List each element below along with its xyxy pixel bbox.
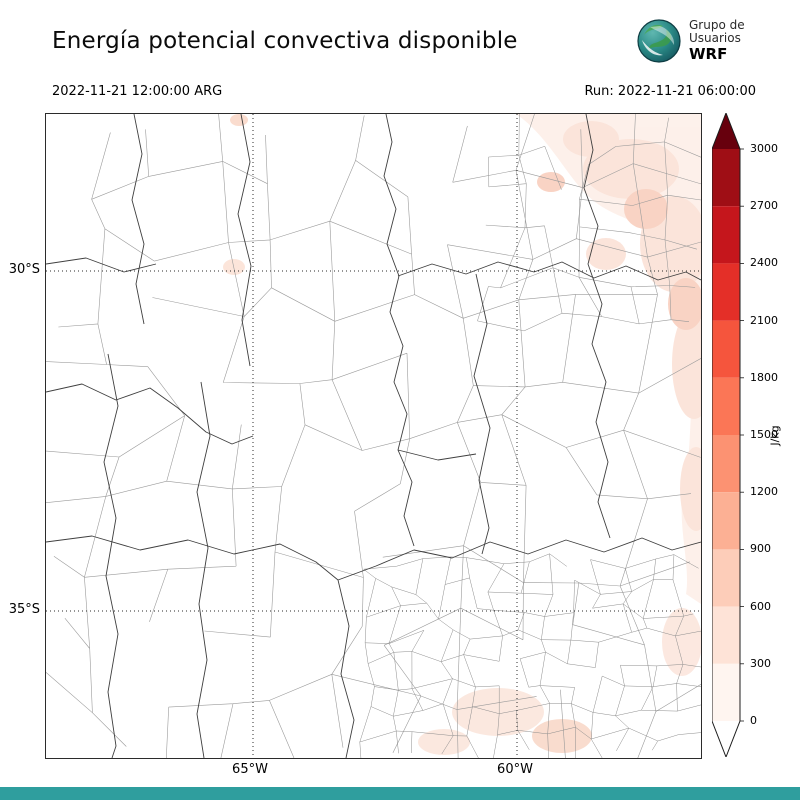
colorbar-segment <box>712 320 740 378</box>
cape-shading-blob <box>672 309 701 419</box>
page-title: Energía potencial convectiva disponible <box>52 28 518 54</box>
wrf-logo-text: Grupo de Usuarios WRF <box>689 17 745 64</box>
province-border <box>196 381 211 758</box>
logo-line-2: Usuarios <box>689 31 741 46</box>
colorbar-tick-label: 3000 <box>750 142 778 155</box>
run-time-label: Run: 2022-11-21 06:00:00 <box>584 84 756 99</box>
department-boundaries-mesh <box>477 114 701 332</box>
wrf-globe-icon <box>637 19 681 63</box>
cape-shading-blob <box>532 719 592 753</box>
y-tick-35s: 35°S <box>8 602 40 617</box>
graticule <box>46 114 701 758</box>
colorbar-segment <box>712 263 740 321</box>
colorbar-unit-label: J/kg <box>768 424 782 446</box>
province-border <box>397 449 477 461</box>
colorbar-tick-label: 1500 <box>750 428 778 441</box>
colorbar-unit-wrap: J/kg <box>750 405 800 465</box>
cape-shading <box>223 114 701 755</box>
valid-time-label: 2022-11-21 12:00:00 ARG <box>52 84 223 99</box>
colorbar-segment <box>712 377 740 435</box>
y-tick-30s: 30°S <box>8 262 40 277</box>
logo-line-3: WRF <box>689 45 728 64</box>
cape-shading-blob <box>680 447 701 531</box>
colorbar-tick-label: 900 <box>750 542 771 555</box>
colorbar-segment <box>712 492 740 550</box>
province-border <box>237 114 252 367</box>
colorbar-tick-label: 1800 <box>750 371 778 384</box>
province-border <box>46 383 254 445</box>
province-border <box>337 579 355 758</box>
colorbar-tick-label: 600 <box>750 600 771 613</box>
colorbar-under-arrow <box>712 721 740 757</box>
province-border <box>473 273 491 555</box>
colorbar-segment <box>712 606 740 664</box>
province-border <box>46 535 339 581</box>
colorbar <box>711 111 746 759</box>
colorbar-tick-label: 2100 <box>750 314 778 327</box>
department-boundaries-mesh <box>359 553 701 758</box>
wrf-logo: Grupo de Usuarios WRF <box>636 18 745 64</box>
x-tick-60w: 60°W <box>497 762 533 777</box>
province-border <box>103 353 119 758</box>
province-border <box>131 114 145 325</box>
footer-accent-bar <box>0 787 800 800</box>
colorbar-segment <box>712 663 740 721</box>
province-border <box>383 114 415 547</box>
cape-shading-blob <box>662 608 701 676</box>
province-borders <box>46 114 701 758</box>
colorbar-segment <box>712 206 740 264</box>
province-border <box>46 257 157 273</box>
x-tick-65w: 65°W <box>232 762 268 777</box>
colorbar-tick-label: 300 <box>750 657 771 670</box>
colorbar-tick-label: 2700 <box>750 199 778 212</box>
colorbar-segment <box>712 435 740 493</box>
cape-shading-blob <box>668 278 701 330</box>
colorbar-tickmarks <box>740 148 744 722</box>
colorbar-segment <box>712 149 740 207</box>
cape-shading-blob <box>418 729 470 755</box>
map-panel <box>45 113 702 759</box>
province-border <box>337 537 701 581</box>
cape-shading-blob <box>230 114 248 126</box>
cape-shading-blob <box>452 688 544 736</box>
colorbar-segment <box>712 549 740 607</box>
map-canvas <box>46 114 701 758</box>
cape-shading-blob <box>537 172 565 192</box>
colorbar-svg <box>711 111 744 759</box>
colorbar-tick-label: 2400 <box>750 256 778 269</box>
province-border <box>583 114 611 539</box>
colorbar-over-arrow <box>712 113 740 149</box>
cape-shading-blob <box>586 238 626 270</box>
department-boundaries <box>46 114 701 758</box>
colorbar-tick-label: 1200 <box>750 485 778 498</box>
cape-shading-blob <box>624 189 668 229</box>
department-boundaries-mesh <box>46 114 701 758</box>
cape-shading-blob <box>583 139 679 199</box>
colorbar-tick-label: 0 <box>750 714 757 727</box>
logo-line-1: Grupo de <box>689 17 745 32</box>
